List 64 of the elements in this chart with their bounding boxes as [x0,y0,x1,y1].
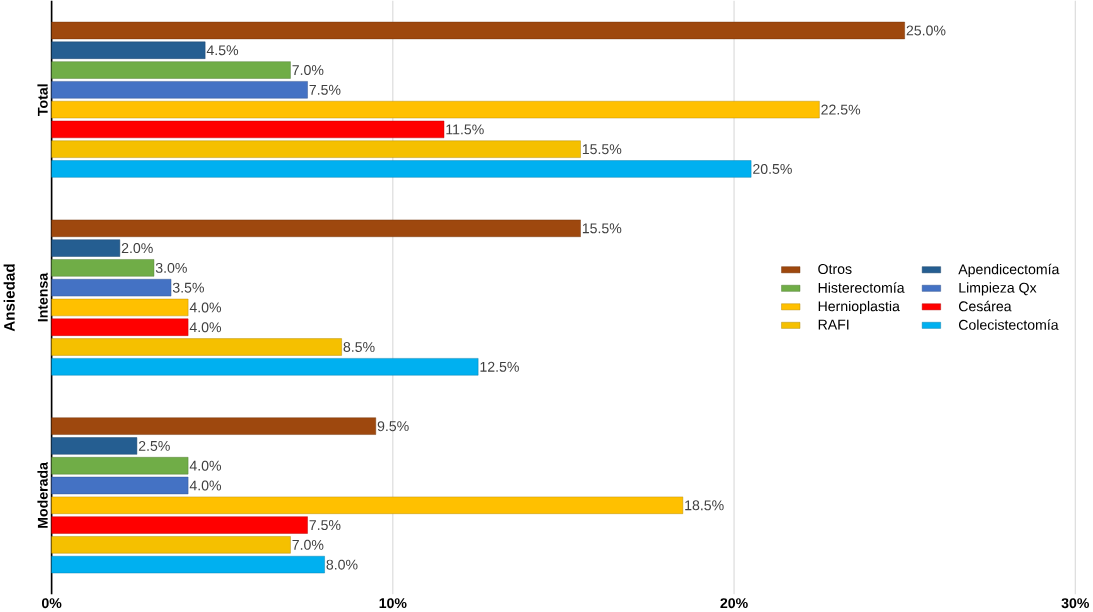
bar [51,120,445,139]
y-tick-label: Moderada [37,462,48,528]
legend-label: Apendicectomía [958,263,1060,278]
data-label: 25.0% [906,25,946,36]
bar [51,21,905,40]
legend-label: Hernioplastia [818,301,900,315]
data-label: 7.5% [309,520,341,531]
bar [51,556,325,574]
x-tick-label: 30% [1061,598,1090,609]
data-label: 4.0% [189,480,222,491]
bar [51,358,479,376]
bar [51,298,189,317]
bar [51,476,189,495]
bar [51,417,376,435]
legend-label: Cesárea [958,300,1012,312]
data-label: 15.5% [582,144,622,155]
data-label: 20.5% [753,164,792,175]
x-tick-label: 20% [720,598,748,609]
bar [51,239,121,257]
bar [51,160,752,178]
bar [51,279,172,297]
legend-label: Colecistectomía [958,319,1059,330]
legend-label: Histerectomía [818,282,905,293]
data-label: 12.5% [480,361,519,372]
bar [51,536,291,554]
bar [51,437,138,455]
data-label: 4.0% [189,322,222,333]
bar [51,457,189,475]
y-tick-label: Total [37,84,48,116]
data-label: 3.0% [155,262,187,273]
data-label: 11.5% [446,124,484,135]
data-label: 2.0% [121,243,153,254]
data-label: 7.5% [309,84,341,95]
data-label: 8.0% [326,559,358,570]
bar [51,259,155,277]
data-label: 4.5% [206,45,239,56]
bar [51,516,308,534]
data-label: 4.0% [189,302,222,313]
data-label: 9.5% [377,421,409,432]
x-tick-label: 0% [41,598,62,609]
bar [51,140,581,158]
y-axis-title: Ansiedad [3,264,15,332]
x-tick-label: 10% [379,598,407,609]
data-label: 7.0% [292,65,324,76]
bar [51,338,342,356]
data-label: 15.5% [582,223,622,234]
legend-label: RAFI [818,319,849,330]
bar [51,41,206,59]
legend-label: Limpieza Qx [959,282,1037,296]
bar [51,496,684,515]
bar [51,101,820,119]
data-label: 3.5% [172,282,204,293]
legend-label: Otros [818,264,852,275]
data-label: 18.5% [685,500,724,511]
y-tick-label: Intensa [37,272,48,322]
data-label: 2.5% [138,441,170,452]
data-label: 8.5% [343,342,375,353]
data-label: 22.5% [821,104,861,115]
data-label: 4.0% [189,460,222,471]
bar [51,318,189,336]
data-label: 7.0% [292,539,324,550]
bar [51,81,308,99]
bar [51,219,581,238]
bar [51,61,291,79]
